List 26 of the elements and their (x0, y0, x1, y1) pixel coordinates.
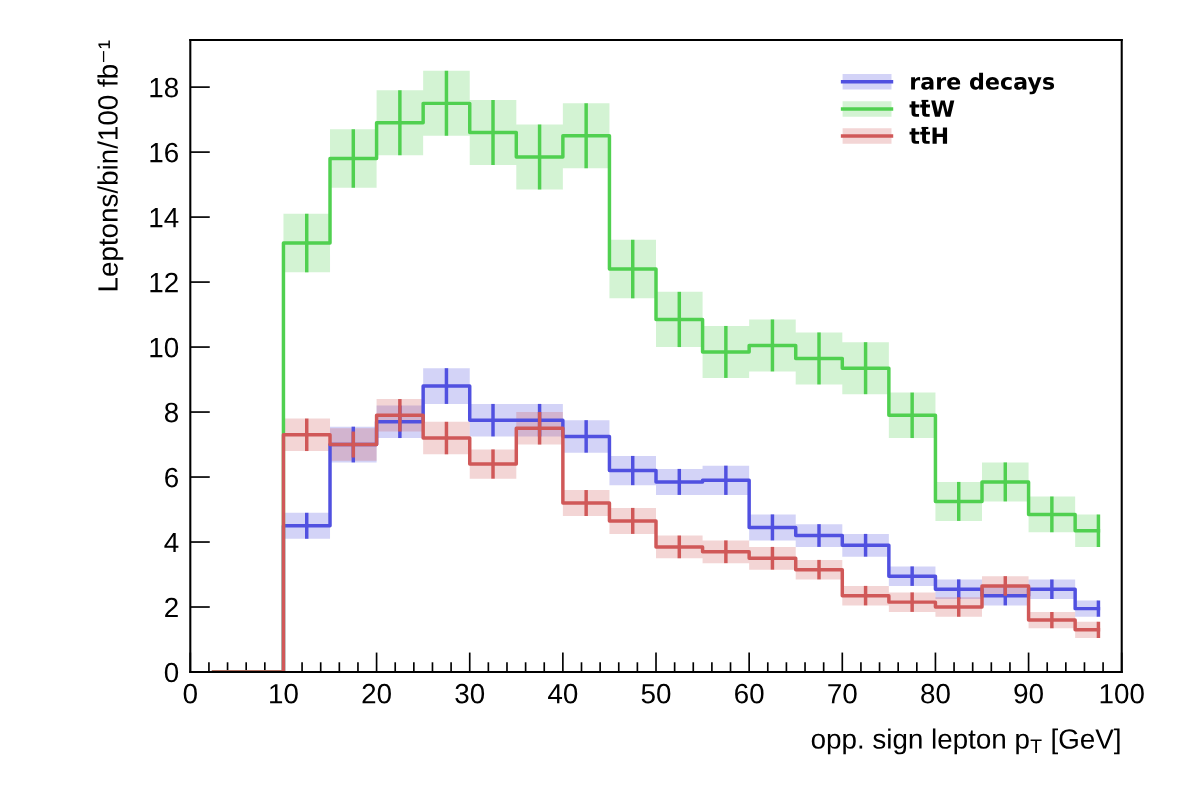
y-axis-title: Leptons/bin/100 fb⁻¹ (97, 40, 124, 291)
y-tick-label: 6 (165, 467, 178, 488)
y-tick-label: 8 (164, 402, 178, 423)
x-axis-title: opp. sign lepton p$_{T}$ [GeV] (811, 728, 1120, 755)
x-tick-label: 10 (270, 683, 298, 704)
x-tick-label: 70 (828, 683, 857, 704)
y-tick-label: 4 (164, 532, 179, 553)
x-tick-label: 80 (921, 683, 950, 704)
legend-label: rare decays (911, 72, 1055, 95)
x-tick-label: 50 (641, 683, 671, 704)
x-tick-label: 60 (735, 683, 764, 704)
y-tick-label: 12 (150, 272, 178, 293)
x-tick-label: 20 (362, 683, 391, 704)
x-tick-label: 0 (183, 683, 197, 704)
legend-label: tt̄H (909, 126, 948, 144)
y-tick-label: 2 (165, 597, 178, 618)
legend-label: tt̄W (909, 99, 955, 117)
x-tick-label: 90 (1014, 683, 1043, 704)
x-tick-label: 40 (548, 683, 578, 704)
x-tick-label: 30 (455, 683, 485, 704)
y-tick-label: 0 (164, 662, 179, 683)
x-tick-label: 100 (1100, 683, 1144, 704)
y-tick-label: 10 (150, 337, 179, 358)
y-tick-label: 14 (150, 208, 179, 228)
y-tick-label: 18 (150, 77, 178, 98)
y-tick-label: 16 (150, 142, 178, 163)
